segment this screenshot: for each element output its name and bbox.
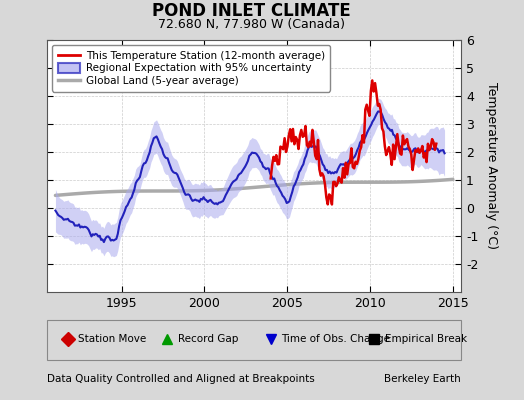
Legend: This Temperature Station (12-month average), Regional Expectation with 95% uncer: This Temperature Station (12-month avera… [52, 45, 330, 92]
Text: Data Quality Controlled and Aligned at Breakpoints: Data Quality Controlled and Aligned at B… [47, 374, 315, 384]
Text: Station Move: Station Move [78, 334, 146, 344]
Text: 72.680 N, 77.980 W (Canada): 72.680 N, 77.980 W (Canada) [158, 18, 345, 31]
Text: Berkeley Earth: Berkeley Earth [385, 374, 461, 384]
Text: Record Gap: Record Gap [178, 334, 238, 344]
Y-axis label: Temperature Anomaly (°C): Temperature Anomaly (°C) [485, 82, 498, 250]
Text: Empirical Break: Empirical Break [385, 334, 467, 344]
Text: Time of Obs. Change: Time of Obs. Change [281, 334, 390, 344]
Text: POND INLET CLIMATE: POND INLET CLIMATE [152, 2, 351, 20]
